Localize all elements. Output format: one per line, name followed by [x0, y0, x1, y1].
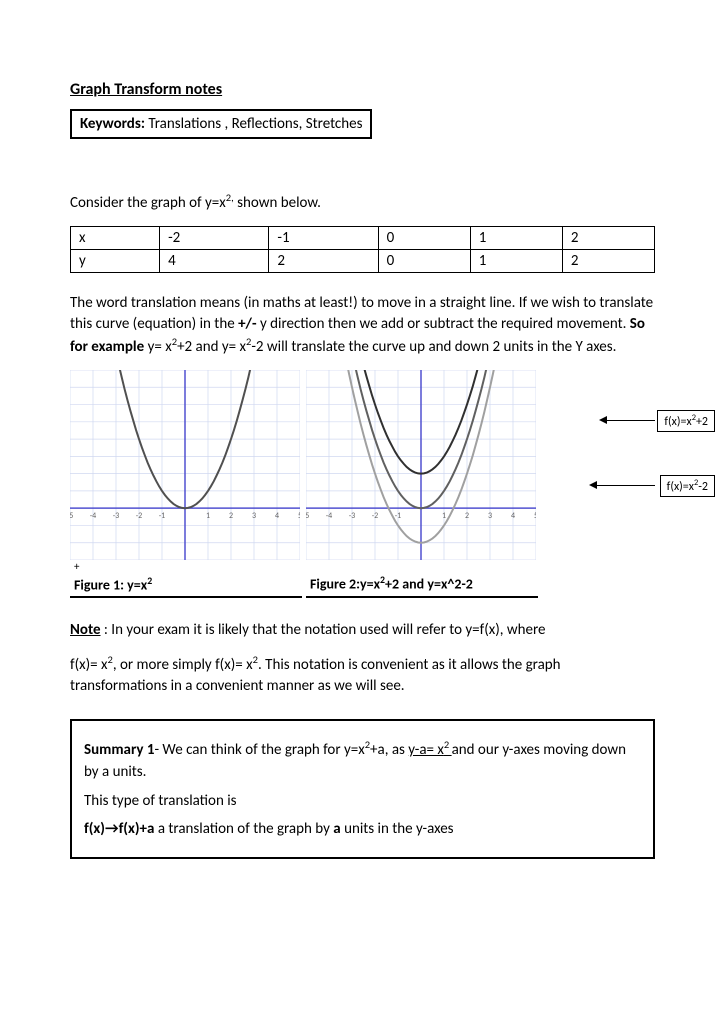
t-part2: y direction then we add or subtract the … — [257, 315, 630, 333]
rule-desc-b: units in the y-axes — [341, 820, 454, 838]
svg-text:4: 4 — [275, 511, 279, 521]
charts-row: -5-4-3-2-112345 + Figure 1: y=x2 -5-4-3-… — [70, 370, 655, 598]
note-text1: : In your exam it is likely that the not… — [101, 621, 546, 639]
svg-text:-2: -2 — [372, 511, 379, 521]
svg-text:1: 1 — [206, 511, 210, 521]
callout-fx-minus2: f(x)=x2-2 — [660, 475, 715, 497]
svg-text:5: 5 — [298, 511, 300, 521]
table-cell: -2 — [160, 227, 269, 250]
rule-a: a — [333, 820, 340, 838]
table-cell: 1 — [470, 250, 562, 273]
arrow1-line — [605, 420, 655, 421]
note-paragraph-2: f(x)= x2, or more simply f(x)= x2. This … — [70, 653, 655, 697]
c2b: -2 — [698, 480, 708, 494]
intro-paragraph: Consider the graph of y=x2, shown below. — [70, 191, 655, 214]
table-cell: 2 — [269, 250, 378, 273]
arrow1-head — [599, 416, 607, 424]
xy-table: x-2-1012y42012 — [70, 226, 655, 273]
c2a: f(x)=x — [667, 480, 694, 494]
table-cell: y — [71, 250, 160, 273]
intro-text: Consider the graph of y=x — [70, 194, 226, 212]
fig1-caption: Figure 1: y=x2 — [70, 573, 302, 596]
chart1-svg: -5 -4 -3 -2 -1 1 2 3 4 5 — [70, 370, 300, 560]
figure-2: -5 -4 -3 -2 -1 1 2 3 4 5 Figure 2:y=x2+2 and y=x^… — [306, 370, 538, 598]
s1a: - We can think of the graph for y=x — [154, 741, 364, 759]
t-part3a: y= x — [148, 338, 172, 356]
keywords-text: Translations , Reflections, Stretches — [145, 115, 363, 133]
table-cell: -1 — [269, 227, 378, 250]
table-cell: 4 — [160, 250, 269, 273]
svg-text:1: 1 — [442, 511, 446, 521]
table-cell: x — [71, 227, 160, 250]
fig2-cap-a: Figure 2:y=x — [310, 576, 380, 593]
c1b: +2 — [696, 415, 708, 429]
keywords-box: Keywords: Translations , Reflections, St… — [70, 109, 372, 139]
c1a: f(x)=x — [664, 415, 691, 429]
keywords-label: Keywords: — [80, 115, 145, 133]
table-cell: 2 — [562, 227, 654, 250]
note-paragraph-1: Note : In your exam it is likely that th… — [70, 620, 655, 641]
translation-paragraph: The word translation means (in maths at … — [70, 293, 655, 358]
svg-text:-1: -1 — [159, 511, 166, 521]
svg-text:-4: -4 — [90, 511, 97, 521]
summary-line2: This type of translation is — [84, 790, 641, 813]
summary-label: Summary 1 — [84, 741, 154, 759]
svg-text:2: 2 — [229, 511, 233, 521]
s1b: +a, as — [370, 741, 408, 759]
summary-rule: f(x)→f(x)+a a translation of the graph b… — [84, 818, 641, 841]
page-title: Graph Transform notes — [70, 80, 655, 99]
summary-line1: Summary 1- We can think of the graph for… — [84, 737, 641, 784]
svg-text:2: 2 — [465, 511, 469, 521]
table-cell: 2 — [562, 250, 654, 273]
svg-text:-2: -2 — [136, 511, 143, 521]
svg-text:-4: -4 — [326, 511, 333, 521]
svg-text:-3: -3 — [349, 511, 356, 521]
s1ue: 2 — [444, 738, 452, 751]
t-bold1: +/- — [238, 315, 257, 333]
intro-tail: shown below. — [234, 194, 321, 212]
svg-text:-1: -1 — [395, 511, 402, 521]
table-cell: 1 — [470, 227, 562, 250]
svg-text:3: 3 — [252, 511, 256, 521]
svg-text:4: 4 — [511, 511, 515, 521]
callout-fx-plus2: f(x)=x2+2 — [657, 410, 715, 432]
table-cell: 0 — [378, 250, 470, 273]
s1u: y-a= x — [408, 741, 444, 759]
summary-box: Summary 1- We can think of the graph for… — [70, 719, 655, 859]
svg-text:-3: -3 — [113, 511, 120, 521]
arrow2-line — [595, 485, 655, 486]
svg-text:-5: -5 — [70, 511, 73, 521]
rule-bold: f(x)→f(x)+a — [84, 820, 154, 838]
arrow2-head — [589, 481, 597, 489]
rule-desc-a: a translation of the graph by — [154, 820, 333, 838]
note2b: , or more simply f(x)= x — [113, 656, 253, 674]
fig2-caption: Figure 2:y=x2+2 and y=x^2-2 — [306, 572, 538, 595]
t-part3c: -2 will translate the curve up and down … — [251, 338, 616, 356]
t-part3b: +2 and y= x — [177, 338, 246, 356]
figure-1: -5-4-3-2-112345 + Figure 1: y=x2 — [70, 370, 302, 598]
fig1-plus: + — [70, 560, 302, 573]
note2a: f(x)= x — [70, 656, 108, 674]
note-label: Note — [70, 621, 101, 639]
svg-text:5: 5 — [534, 511, 536, 521]
fig1-cap-a: Figure 1: y=x — [74, 577, 147, 594]
table-cell: 0 — [378, 227, 470, 250]
svg-text:-5: -5 — [306, 511, 309, 521]
fig1-cap-exp: 2 — [147, 575, 152, 587]
svg-text:3: 3 — [488, 511, 492, 521]
fig2-cap-b: +2 and y=x^2-2 — [385, 576, 473, 593]
intro-exp: 2, — [226, 191, 234, 204]
chart2-svg: -5 -4 -3 -2 -1 1 2 3 4 5 — [306, 370, 536, 560]
